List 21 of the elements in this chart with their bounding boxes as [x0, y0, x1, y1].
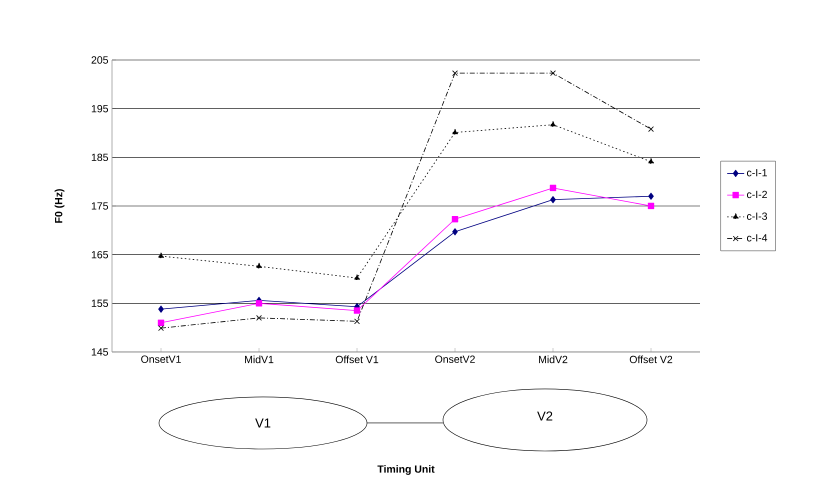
x-tick-label: Offset V2	[630, 356, 672, 364]
legend-label: c-I-4	[747, 234, 768, 242]
x-tick-label: Offset V1	[336, 356, 378, 364]
y-tick-label: 165	[92, 250, 108, 258]
text: V1	[255, 418, 270, 428]
y-axis-title: F0 (Hz)	[54, 189, 64, 223]
legend-label: c-I-1	[747, 169, 767, 176]
x-tick-label: OnsetV1	[141, 356, 181, 363]
y-tick-label: 155	[92, 300, 108, 307]
y-tick-label: 205	[92, 56, 108, 64]
x-tick-label: OnsetV2	[435, 356, 475, 363]
text: V2	[537, 411, 552, 421]
y-tick-label: 145	[92, 348, 108, 356]
y-tick-label: 195	[92, 104, 108, 112]
legend-label: c-I-2	[747, 190, 767, 198]
text: Timing Unit	[377, 465, 435, 475]
y-tick-label: 185	[92, 154, 108, 162]
legend-label: c-I-3	[747, 212, 768, 220]
y-tick-label: 175	[92, 202, 108, 210]
x-tick-label: MidV1	[245, 356, 274, 364]
x-tick-label: MidV2	[539, 356, 568, 364]
